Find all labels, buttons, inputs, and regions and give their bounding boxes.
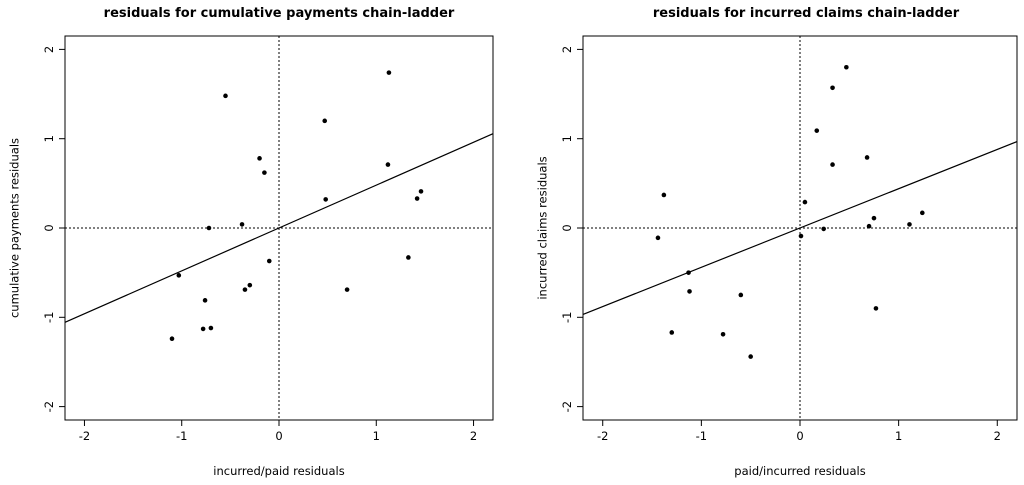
- x-tick-label: -2: [597, 429, 608, 443]
- data-point: [814, 128, 820, 133]
- y-tick-label: 1: [42, 135, 56, 142]
- chart-title: residuals for incurred claims chain-ladd…: [653, 6, 960, 21]
- data-point: [920, 210, 925, 216]
- data-point: [200, 326, 206, 332]
- data-point: [262, 170, 267, 175]
- data-point: [176, 273, 182, 278]
- data-point: [266, 258, 272, 264]
- data-point: [655, 235, 661, 241]
- data-point: [871, 215, 877, 221]
- x-axis-label: incurred/paid residuals: [213, 464, 344, 478]
- data-point: [247, 282, 253, 288]
- y-axis-label: cumulative payments residuals: [8, 138, 22, 318]
- data-point: [344, 287, 350, 292]
- data-point: [864, 155, 870, 160]
- y-tick-label: 2: [560, 46, 574, 53]
- y-tick-label: 2: [42, 46, 56, 53]
- data-point: [687, 289, 692, 294]
- data-point: [322, 118, 328, 124]
- y-tick-label: -1: [42, 312, 56, 323]
- data-point: [830, 162, 835, 167]
- data-point: [208, 325, 214, 331]
- y-tick-label: -1: [560, 312, 574, 323]
- x-tick-label: 1: [373, 429, 380, 443]
- data-point: [323, 197, 328, 202]
- data-point: [821, 226, 826, 232]
- data-point: [414, 196, 420, 201]
- data-point: [748, 354, 753, 359]
- x-axis-label: paid/incurred residuals: [734, 464, 865, 478]
- data-point: [873, 306, 879, 311]
- data-point: [830, 85, 835, 91]
- x-tick-label: -1: [176, 429, 187, 443]
- y-tick-label: 0: [42, 224, 56, 231]
- data-point: [418, 189, 424, 194]
- left-scatter-panel: residuals for cumulative payments chain-…: [8, 6, 494, 478]
- data-point: [385, 162, 391, 167]
- x-tick-label: 1: [895, 429, 902, 443]
- regression-line: [64, 133, 494, 323]
- x-tick-label: -2: [79, 429, 90, 443]
- data-point: [844, 64, 849, 70]
- x-tick-label: -1: [696, 429, 707, 443]
- data-point: [669, 330, 675, 335]
- y-axis-label: incurred claims residuals: [536, 156, 550, 299]
- regression-line: [582, 140, 1018, 316]
- data-point: [720, 331, 726, 337]
- data-point: [802, 199, 808, 205]
- data-point: [406, 255, 411, 260]
- data-point: [866, 223, 872, 229]
- data-point: [239, 222, 245, 227]
- data-point: [738, 292, 744, 298]
- x-tick-label: 2: [994, 429, 1001, 443]
- data-point: [686, 270, 691, 275]
- data-point: [661, 192, 667, 198]
- x-tick-label: 0: [796, 429, 803, 443]
- data-point: [169, 336, 175, 342]
- y-tick-label: 1: [560, 135, 574, 142]
- data-point: [257, 156, 262, 161]
- y-tick-label: 0: [560, 224, 574, 231]
- right-scatter-panel: residuals for incurred claims chain-ladd…: [536, 6, 1018, 478]
- data-point: [798, 233, 804, 239]
- x-tick-label: 2: [470, 429, 477, 443]
- y-tick-label: -2: [42, 401, 56, 412]
- data-point: [907, 222, 912, 227]
- chart-title: residuals for cumulative payments chain-…: [104, 6, 455, 21]
- data-point: [386, 70, 392, 75]
- y-tick-label: -2: [560, 401, 574, 412]
- data-point: [223, 93, 228, 99]
- data-point: [242, 287, 248, 292]
- x-tick-label: 0: [275, 429, 282, 443]
- data-point: [206, 225, 212, 231]
- data-point: [202, 298, 208, 303]
